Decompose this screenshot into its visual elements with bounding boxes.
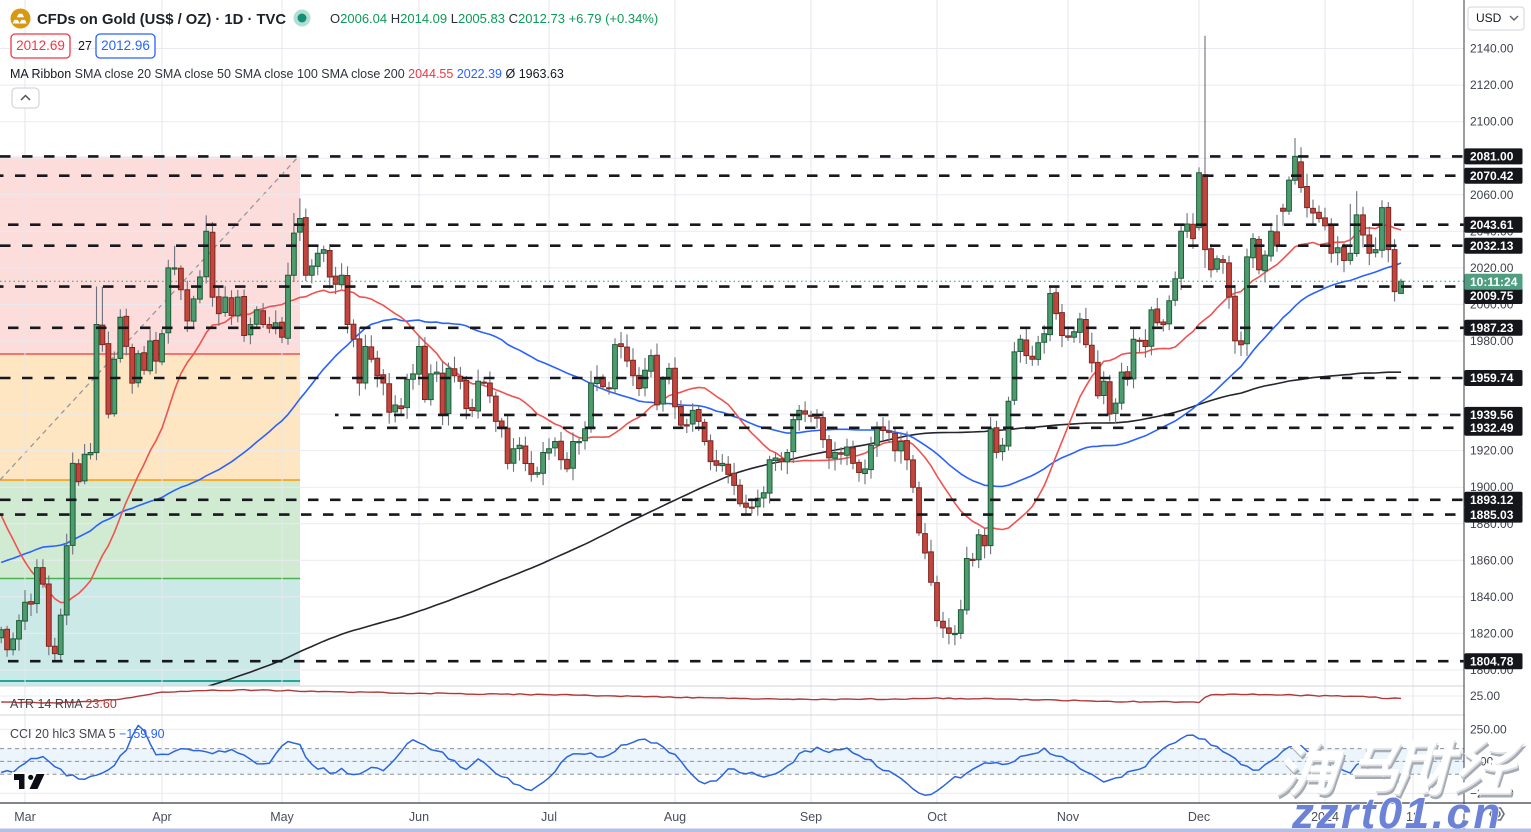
svg-text:10:11:24: 10:11:24 (1470, 275, 1518, 289)
svg-text:2100.00: 2100.00 (1470, 115, 1514, 129)
svg-text:2043.61: 2043.61 (1470, 218, 1514, 232)
svg-text:1959.74: 1959.74 (1470, 371, 1514, 385)
svg-text:USD: USD (1476, 11, 1502, 25)
svg-text:2140.00: 2140.00 (1470, 42, 1514, 56)
svg-text:Nov: Nov (1057, 810, 1080, 824)
svg-text:Apr: Apr (152, 810, 171, 824)
svg-text:1900.00: 1900.00 (1470, 480, 1514, 494)
svg-text:2070.42: 2070.42 (1470, 169, 1514, 183)
svg-text:2120.00: 2120.00 (1470, 78, 1514, 92)
svg-text:250.00: 250.00 (1470, 722, 1507, 736)
svg-text:1920.00: 1920.00 (1470, 444, 1514, 458)
svg-text:1893.12: 1893.12 (1470, 493, 1514, 507)
svg-text:2024: 2024 (1311, 810, 1339, 824)
svg-text:O2006.04 H2014.09 L2005.83: O2006.04 H2014.09 L2005.83 C2012.73 +6.7… (330, 11, 658, 26)
svg-text:Mar: Mar (14, 810, 36, 824)
svg-text:27: 27 (78, 39, 92, 53)
svg-text:1980.00: 1980.00 (1470, 334, 1514, 348)
svg-text:May: May (270, 810, 294, 824)
svg-text:MA Ribbon SMA close 20 SMA clo: MA Ribbon SMA close 20 SMA close 50 SMA … (10, 67, 564, 81)
svg-text:25.00: 25.00 (1470, 689, 1500, 703)
svg-text:1885.03: 1885.03 (1470, 508, 1514, 522)
svg-text:2081.00: 2081.00 (1470, 150, 1514, 164)
svg-text:1804.78: 1804.78 (1470, 654, 1514, 668)
svg-text:2009.75: 2009.75 (1470, 289, 1514, 303)
svg-text:1860.00: 1860.00 (1470, 553, 1514, 567)
svg-text:Jun: Jun (409, 810, 429, 824)
svg-text:2020.00: 2020.00 (1470, 261, 1514, 275)
svg-text:Dec: Dec (1188, 810, 1210, 824)
svg-text:2032.13: 2032.13 (1470, 239, 1514, 253)
svg-text:1939.56: 1939.56 (1470, 408, 1514, 422)
svg-text:Sep: Sep (800, 810, 822, 824)
svg-text:Aug: Aug (664, 810, 686, 824)
svg-text:Jul: Jul (541, 810, 557, 824)
svg-text:12: 12 (1406, 810, 1420, 824)
svg-text:ATR 14 RMA 23.60: ATR 14 RMA 23.60 (10, 697, 117, 711)
svg-text:1932.49: 1932.49 (1470, 421, 1514, 435)
svg-text:CCI 20 hlc3 SMA 5 −159.90: CCI 20 hlc3 SMA 5 −159.90 (10, 727, 165, 741)
svg-text:1987.23: 1987.23 (1470, 321, 1514, 335)
svg-text:zzrt01.cn: zzrt01.cn (1291, 789, 1503, 832)
svg-text:1840.00: 1840.00 (1470, 590, 1514, 604)
svg-text:2012.96: 2012.96 (101, 38, 150, 53)
svg-text:Oct: Oct (927, 810, 947, 824)
svg-text:1820.00: 1820.00 (1470, 626, 1514, 640)
svg-text:2060.00: 2060.00 (1470, 188, 1514, 202)
svg-text:2012.69: 2012.69 (16, 38, 65, 53)
svg-text:CFDs on Gold (US$ / OZ) · 1D ·: CFDs on Gold (US$ / OZ) · 1D · TVC (37, 12, 286, 28)
